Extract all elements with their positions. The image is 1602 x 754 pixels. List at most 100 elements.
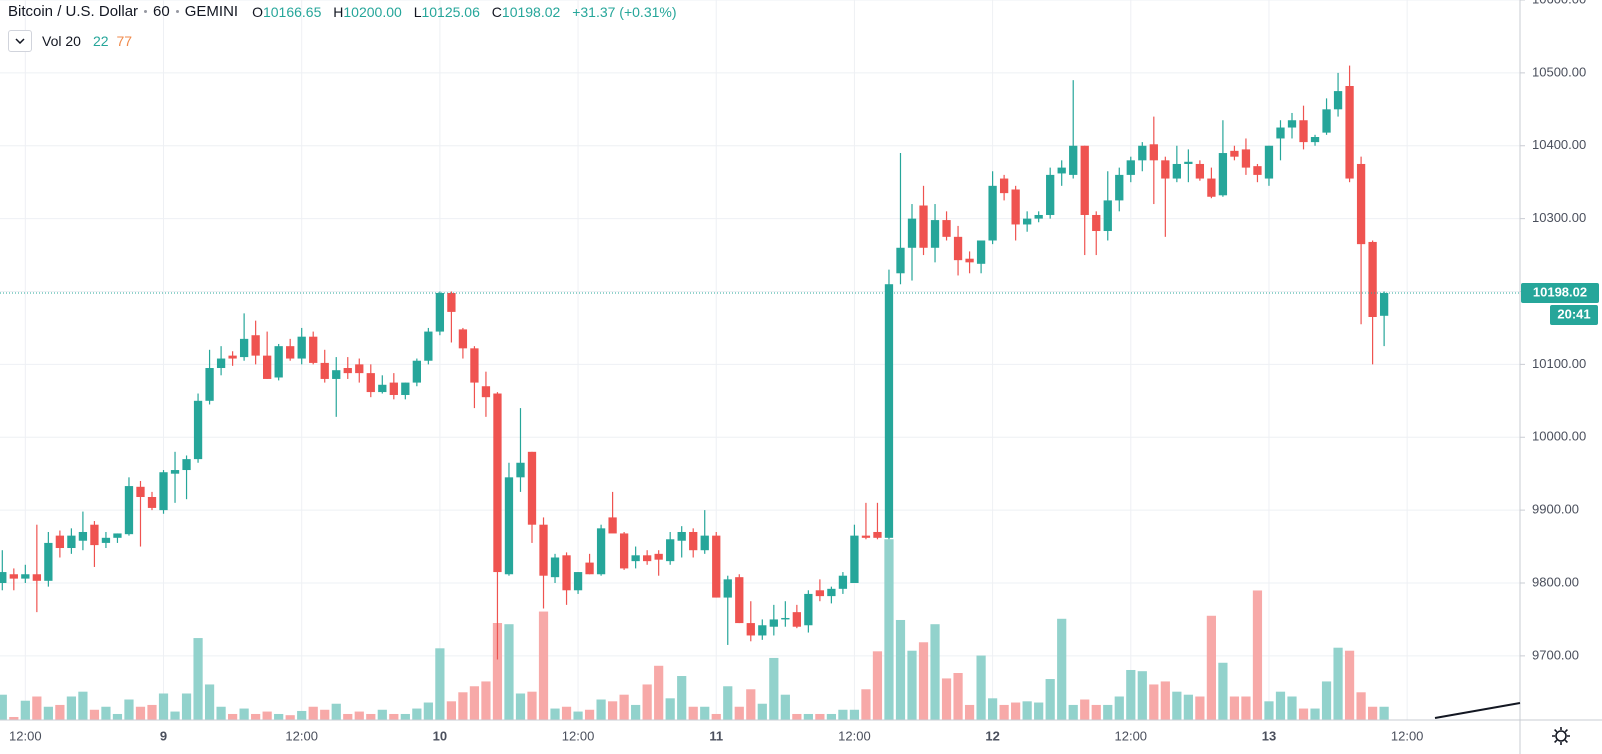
candle-body bbox=[1138, 145, 1147, 161]
exchange: GEMINI bbox=[184, 3, 239, 20]
volume-bar bbox=[1264, 701, 1274, 720]
price-tag-label: 10198.02 bbox=[1533, 284, 1587, 299]
volume-bar bbox=[9, 716, 19, 720]
volume-bar bbox=[377, 709, 387, 720]
volume-bar bbox=[723, 686, 733, 720]
candle-body bbox=[1379, 292, 1389, 316]
volume-bar bbox=[112, 713, 123, 720]
volume-bar bbox=[1057, 618, 1067, 720]
candle-body bbox=[735, 577, 744, 624]
candle-body bbox=[435, 292, 445, 332]
volume-value: 22 bbox=[92, 33, 109, 49]
candle-body bbox=[78, 531, 88, 541]
candle-body bbox=[1287, 120, 1297, 128]
volume-bar bbox=[711, 713, 721, 720]
candle-body bbox=[1322, 109, 1331, 133]
volume-bar bbox=[872, 651, 883, 720]
volume-bar bbox=[665, 698, 675, 720]
x-tick-label: 13 bbox=[1262, 728, 1276, 743]
x-tick-label: 12:00 bbox=[562, 728, 595, 743]
volume-bar bbox=[527, 691, 537, 720]
volume-bar bbox=[1195, 696, 1205, 720]
candle-body bbox=[1057, 167, 1066, 174]
candle-body bbox=[124, 486, 134, 535]
candle-body bbox=[1103, 200, 1112, 232]
collapse-button[interactable] bbox=[8, 30, 32, 52]
candle-body bbox=[666, 539, 675, 562]
candle-body bbox=[838, 575, 848, 589]
volume-bar bbox=[884, 539, 894, 720]
candle-body bbox=[516, 462, 525, 478]
candle-body bbox=[769, 619, 778, 627]
volume-bar bbox=[1379, 706, 1389, 720]
volume-bar bbox=[619, 694, 629, 720]
volume-bar bbox=[492, 622, 503, 720]
candle-body bbox=[55, 535, 65, 549]
volume-bar bbox=[550, 708, 560, 720]
volume-bar bbox=[20, 700, 30, 720]
candle-body bbox=[965, 258, 974, 263]
candle-body bbox=[447, 292, 456, 312]
candle-body bbox=[170, 470, 180, 474]
candle-body bbox=[470, 348, 479, 383]
candle-body bbox=[585, 562, 594, 575]
candle-body bbox=[228, 355, 237, 359]
volume-bar bbox=[1149, 684, 1159, 720]
volume-bar bbox=[343, 713, 353, 720]
candle-body bbox=[1356, 163, 1366, 245]
candle-body bbox=[44, 542, 53, 581]
volume-bar bbox=[308, 706, 318, 720]
volume-bar bbox=[746, 689, 756, 720]
candle-body bbox=[1299, 120, 1308, 143]
volume-bar bbox=[838, 709, 848, 720]
volume-bar bbox=[780, 694, 790, 720]
volume-bar bbox=[1275, 691, 1286, 720]
legend-value: 10125.06 bbox=[421, 3, 480, 20]
candle-body bbox=[850, 535, 859, 583]
candle-body bbox=[1126, 160, 1135, 175]
volume-bar bbox=[1126, 669, 1136, 720]
volume-bar bbox=[677, 676, 687, 720]
volume-bar bbox=[331, 703, 341, 720]
volume-bar bbox=[1183, 694, 1193, 720]
volume-bar bbox=[1034, 702, 1044, 720]
volume-bar bbox=[608, 701, 618, 720]
candle-body bbox=[1092, 214, 1101, 232]
x-tick-label: 12:00 bbox=[285, 728, 318, 743]
candle-body bbox=[67, 535, 76, 549]
volume-bar bbox=[124, 699, 134, 720]
settings-icon[interactable] bbox=[1552, 727, 1570, 745]
volume-bar bbox=[907, 650, 917, 720]
volume-bar bbox=[181, 693, 192, 720]
volume-bar bbox=[1206, 615, 1216, 720]
volume-bar bbox=[158, 693, 169, 720]
volume-bar bbox=[1091, 704, 1101, 720]
y-tick-label: 10500.00 bbox=[1532, 64, 1586, 79]
volume-bar bbox=[941, 678, 952, 720]
volume-bar bbox=[400, 713, 410, 720]
candle-body bbox=[689, 531, 698, 551]
candle-body bbox=[988, 185, 997, 241]
volume-bar bbox=[561, 706, 572, 720]
volume-bar bbox=[1103, 704, 1113, 720]
candle-body bbox=[815, 590, 825, 597]
volume-bar bbox=[1321, 681, 1332, 720]
candle-body bbox=[136, 486, 145, 498]
candle-body bbox=[677, 531, 686, 541]
candle-body bbox=[827, 588, 836, 597]
candle-body bbox=[1218, 153, 1228, 196]
candle-body bbox=[712, 535, 721, 598]
volume-bar bbox=[1229, 696, 1240, 720]
candle-body bbox=[0, 572, 7, 583]
volume-bar bbox=[964, 704, 975, 720]
candle-body bbox=[792, 612, 801, 627]
volume-bar bbox=[1045, 679, 1055, 720]
legend-label: H bbox=[333, 3, 344, 20]
candle-body bbox=[1161, 160, 1170, 179]
change: +31.37 (+0.31%) bbox=[572, 3, 677, 20]
symbol-title: Bitcoin / U.S. Dollar bbox=[8, 3, 139, 20]
volume-bar bbox=[515, 693, 526, 720]
volume-bar bbox=[389, 713, 399, 720]
candle-body bbox=[113, 533, 122, 538]
volume-bar bbox=[769, 657, 779, 720]
